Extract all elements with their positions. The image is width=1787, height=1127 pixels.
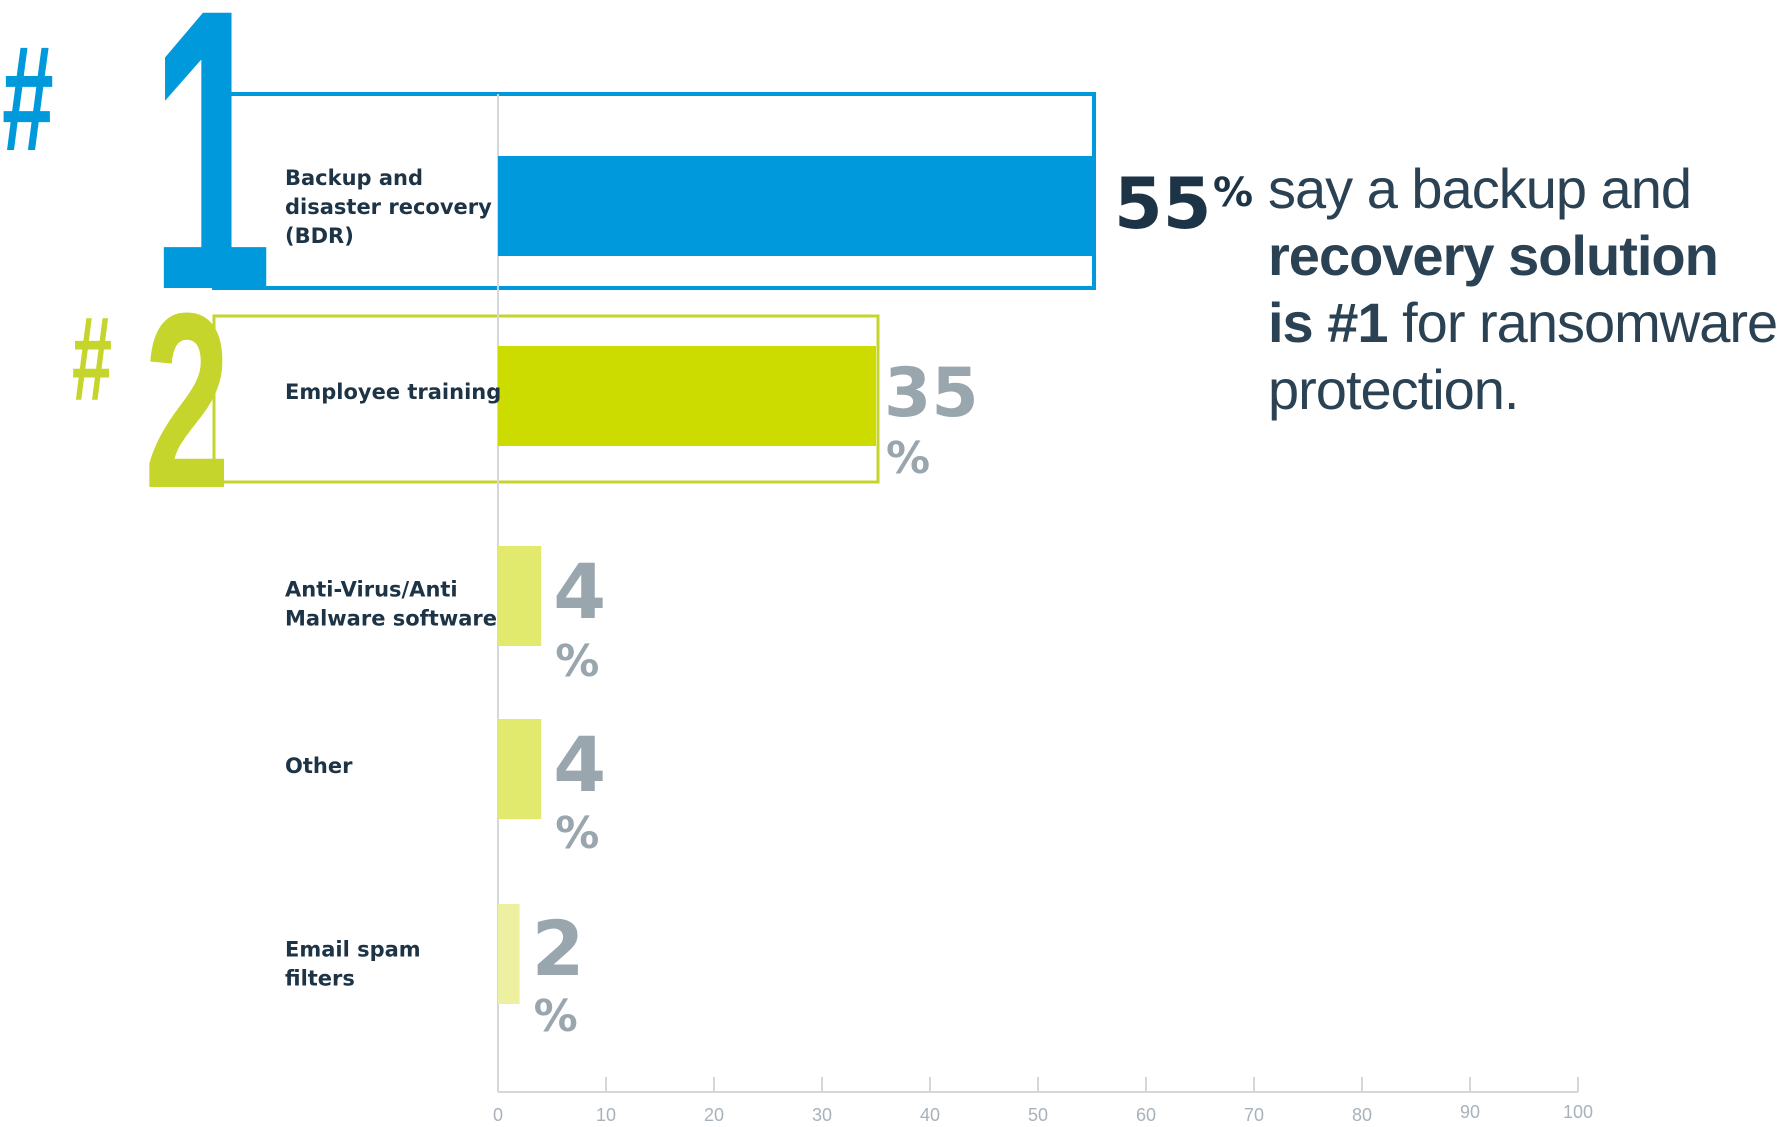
bar-2	[498, 346, 876, 446]
category-label-3: Anti-Virus/Anti Malware software	[285, 578, 497, 631]
value-unit-3: %	[555, 636, 599, 687]
value-unit-5: %	[534, 991, 578, 1042]
x-tick-label-90: 90	[1460, 1102, 1480, 1122]
category-label-2: Employee training	[285, 380, 501, 404]
bar-3	[498, 546, 542, 646]
value-label-1: 55	[1114, 163, 1211, 245]
x-tick-label-20: 20	[704, 1105, 724, 1125]
category-label-5: Email spam filters	[285, 938, 421, 991]
callout-line-3: is #1 for ransomware	[1268, 289, 1778, 356]
callout-line-3-bold: is #1	[1268, 291, 1389, 354]
callout-line-4: protection.	[1268, 358, 1520, 421]
rank-2-number: 2	[144, 262, 230, 541]
frame-rank-2	[212, 314, 880, 484]
x-tick-label-0: 0	[493, 1105, 503, 1125]
x-tick-label-40: 40	[920, 1105, 940, 1125]
callout-line-2: recovery solution	[1268, 224, 1719, 287]
value-label-5: 2	[532, 904, 585, 993]
rank-1-number: 1	[150, 0, 272, 374]
rank-badge-1: #1	[2, 0, 272, 374]
bar-5	[498, 904, 520, 1004]
value-unit-2: %	[886, 433, 930, 484]
callout-line-1: say a backup and	[1268, 157, 1692, 220]
frame-rank-1	[212, 92, 1096, 290]
category-label-1: Backup and disaster recovery (BDR)	[285, 166, 492, 248]
category-label-4: Other	[285, 754, 353, 778]
rank-2-hash: #	[72, 291, 112, 426]
bar-1	[498, 156, 1092, 256]
bar-4	[498, 719, 542, 819]
value-label-4: 4	[553, 720, 606, 809]
value-label-3: 4	[553, 547, 606, 636]
x-tick-label-70: 70	[1244, 1105, 1264, 1125]
x-tick-label-100: 100	[1563, 1102, 1593, 1122]
x-tick-label-80: 80	[1352, 1105, 1372, 1125]
value-unit-1: %	[1213, 170, 1253, 216]
value-label-2: 35	[884, 354, 979, 433]
x-tick-label-50: 50	[1028, 1105, 1048, 1125]
x-tick-label-10: 10	[596, 1105, 616, 1125]
value-unit-4: %	[555, 808, 599, 859]
x-tick-label-30: 30	[812, 1105, 832, 1125]
callout-text: say a backup and recovery solution is #1…	[1268, 155, 1778, 423]
x-tick-label-60: 60	[1136, 1105, 1156, 1125]
rank-badge-2: #2	[72, 262, 230, 541]
rank-1-hash: #	[2, 15, 54, 182]
callout-line-3-rest: for ransomware	[1387, 291, 1778, 354]
